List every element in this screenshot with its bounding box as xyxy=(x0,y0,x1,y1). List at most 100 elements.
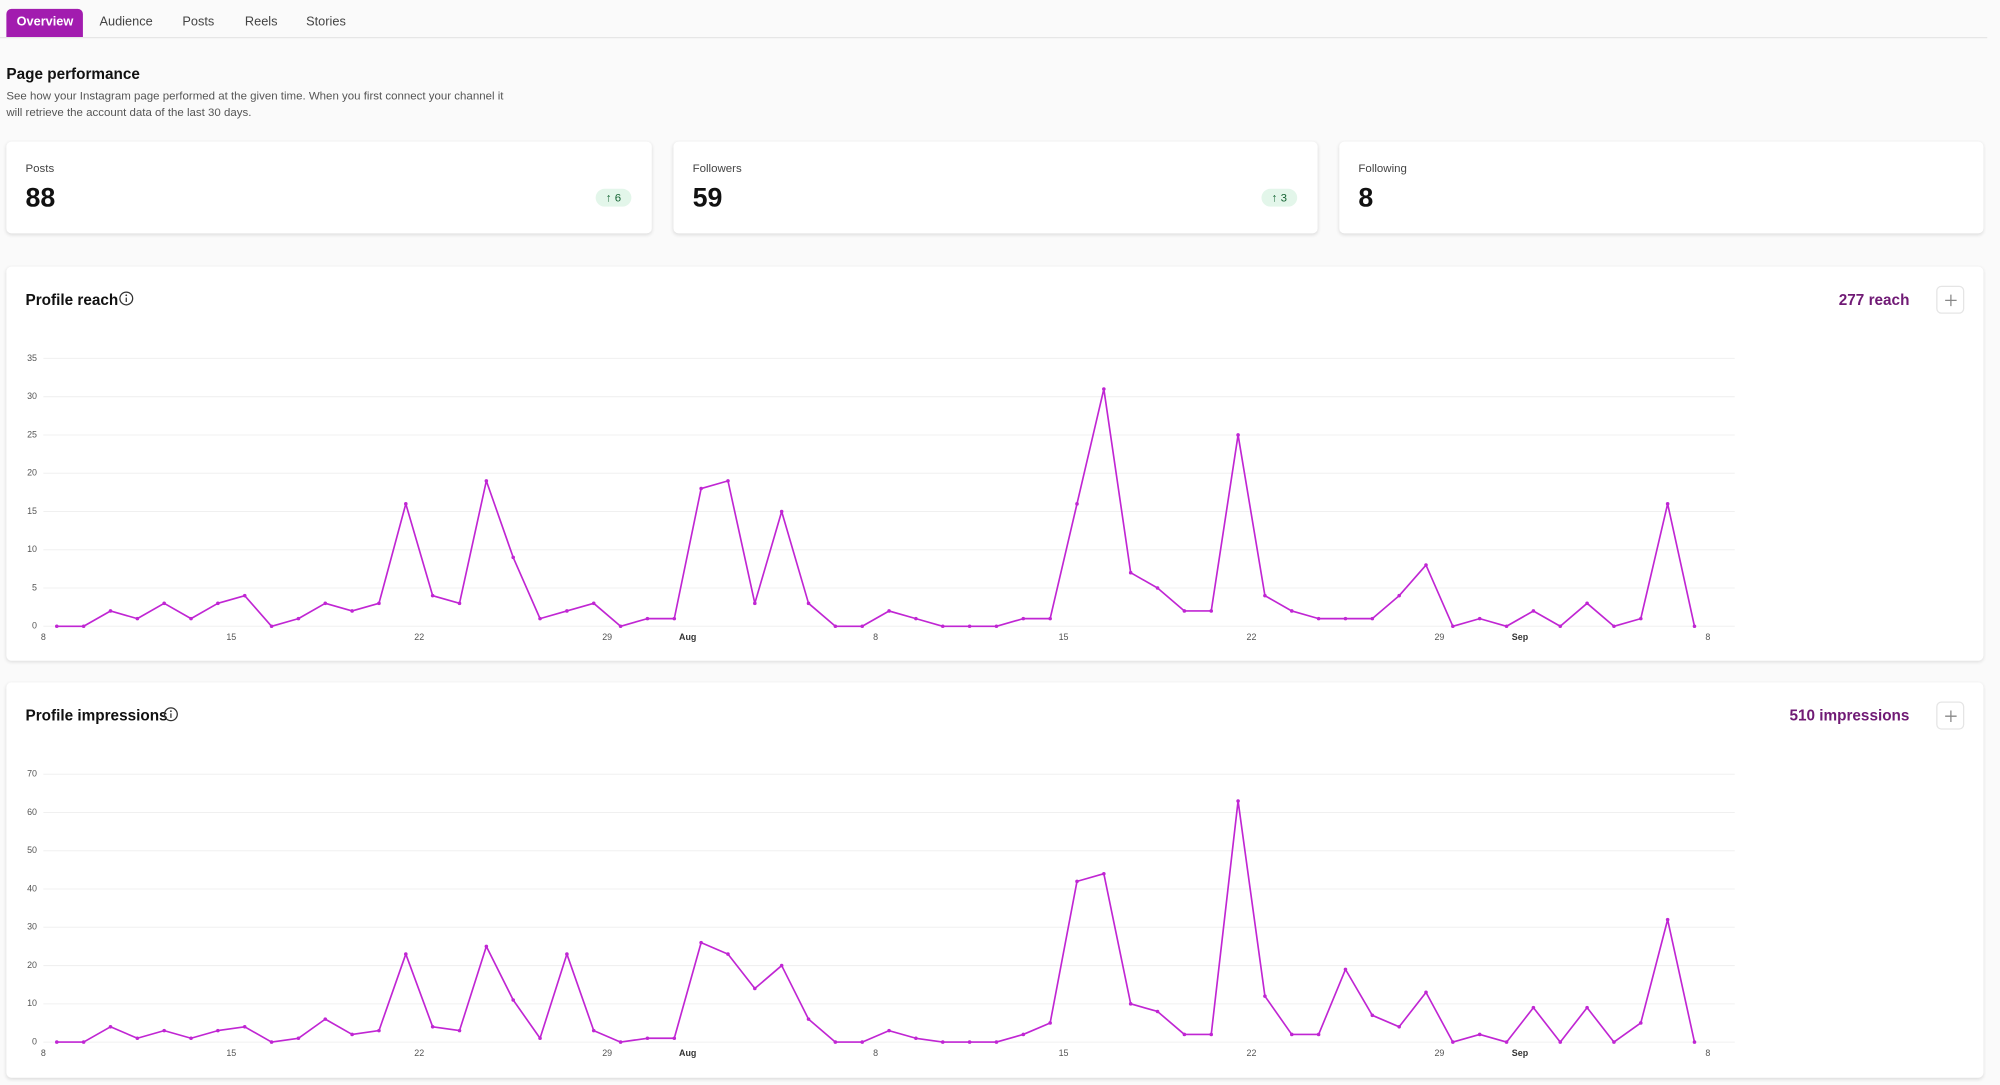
y-tick-label: 0 xyxy=(32,1036,37,1046)
y-tick-label: 10 xyxy=(27,544,37,554)
point xyxy=(81,624,86,629)
chart: 0 10 20 30 40 50 60 70 8 15 22 29 Aug 8 15 22 29 Sep 8 xyxy=(27,769,1735,1058)
y-tick-label: 70 xyxy=(27,769,37,779)
point xyxy=(377,1028,381,1033)
y-tick-label: 5 xyxy=(32,582,37,592)
info-icon[interactable] xyxy=(119,291,134,306)
x-tick-label: 22 xyxy=(414,632,424,642)
x-tick-label: 15 xyxy=(1059,1048,1069,1058)
point xyxy=(1585,601,1589,606)
add-button[interactable] xyxy=(1936,285,1965,314)
point xyxy=(645,616,650,621)
point xyxy=(511,998,515,1002)
point xyxy=(994,624,999,629)
point xyxy=(1692,624,1697,629)
point xyxy=(753,986,757,991)
x-tick-label: 15 xyxy=(1059,632,1069,642)
point xyxy=(216,1028,220,1033)
point xyxy=(404,952,408,956)
point xyxy=(860,624,864,629)
x-tick-label: 15 xyxy=(226,1048,236,1058)
info-icon[interactable] xyxy=(163,707,178,722)
point xyxy=(753,601,757,606)
y-tick-label: 25 xyxy=(27,429,37,439)
line xyxy=(56,388,1696,628)
point xyxy=(511,555,515,560)
point xyxy=(1558,1040,1563,1044)
point xyxy=(1665,502,1670,506)
point xyxy=(1612,1040,1616,1044)
point xyxy=(430,593,435,598)
point xyxy=(726,952,730,956)
point xyxy=(833,624,838,629)
chart-total: 277 reach xyxy=(1838,290,1910,309)
point xyxy=(914,616,918,621)
chart-total: 510 impressions xyxy=(1789,706,1910,725)
y-tick-label: 35 xyxy=(27,353,37,363)
point xyxy=(645,1036,650,1041)
point xyxy=(833,1040,838,1044)
point xyxy=(242,1024,247,1029)
x-tick-label: Aug xyxy=(679,632,696,642)
point xyxy=(1424,563,1428,567)
point xyxy=(967,624,972,629)
point xyxy=(1289,1032,1294,1037)
change-badge: ↑ 6 xyxy=(595,188,632,207)
point xyxy=(967,1040,972,1044)
point xyxy=(1128,570,1133,575)
point xyxy=(591,601,596,606)
point xyxy=(189,1036,193,1041)
point xyxy=(1048,616,1052,621)
point xyxy=(1263,593,1267,598)
point xyxy=(1343,967,1348,972)
x-tick-label: 8 xyxy=(41,1048,46,1058)
stat-card: Followers 59 ↑ 3 xyxy=(673,141,1318,234)
point xyxy=(618,624,623,629)
point xyxy=(216,601,220,606)
y-tick-label: 30 xyxy=(27,922,37,932)
x-tick-label: 8 xyxy=(41,632,46,642)
point xyxy=(323,601,328,606)
point xyxy=(860,1040,864,1044)
point xyxy=(1236,433,1240,437)
tab[interactable]: Reels xyxy=(244,15,278,30)
point xyxy=(296,1036,301,1041)
point xyxy=(1531,1005,1536,1010)
point xyxy=(618,1040,623,1044)
x-tick-label: Sep xyxy=(1512,632,1529,642)
point xyxy=(1021,1032,1026,1037)
section-description: will retrieve the account data of the la… xyxy=(6,105,252,119)
tab[interactable]: Stories xyxy=(306,15,346,30)
point xyxy=(1075,502,1079,506)
point xyxy=(1639,616,1643,621)
point xyxy=(1048,1021,1052,1025)
point xyxy=(1075,879,1079,884)
x-tick-label: 22 xyxy=(1247,1048,1257,1058)
point xyxy=(162,601,166,606)
point xyxy=(672,1036,677,1041)
point xyxy=(430,1024,435,1029)
stat-value: 59 xyxy=(692,183,723,214)
stat-label: Followers xyxy=(692,161,742,175)
add-button[interactable] xyxy=(1936,701,1965,730)
x-tick-label: 8 xyxy=(873,1048,878,1058)
point xyxy=(55,624,59,629)
point xyxy=(457,601,462,606)
x-tick-label: 8 xyxy=(873,632,878,642)
x-tick-label: 29 xyxy=(1434,1048,1444,1058)
tab[interactable]: Overview xyxy=(6,8,84,37)
point xyxy=(1665,917,1670,922)
point xyxy=(1397,1024,1401,1029)
point xyxy=(269,1040,274,1044)
tab[interactable]: Posts xyxy=(182,15,215,30)
point xyxy=(887,1028,891,1033)
point xyxy=(1477,616,1482,621)
point xyxy=(296,616,301,621)
point xyxy=(1397,593,1401,598)
tab[interactable]: Audience xyxy=(99,15,153,30)
point xyxy=(1128,1002,1133,1006)
point xyxy=(1370,1013,1375,1018)
y-tick-label: 30 xyxy=(27,391,37,401)
x-tick-label: 29 xyxy=(1434,632,1444,642)
